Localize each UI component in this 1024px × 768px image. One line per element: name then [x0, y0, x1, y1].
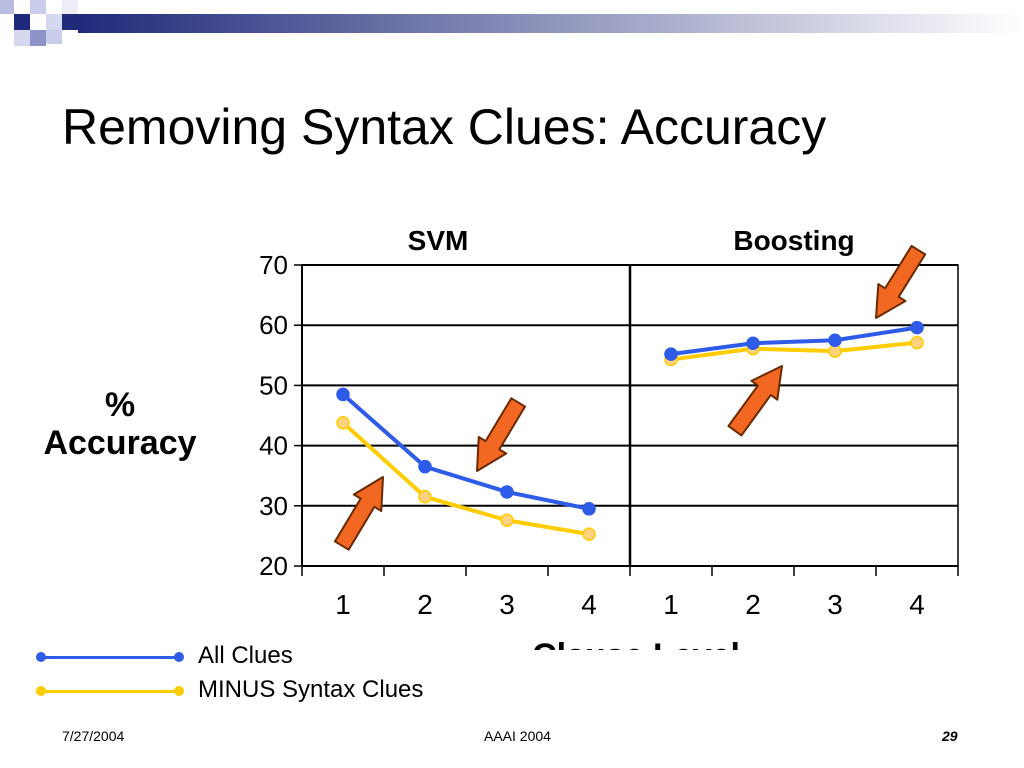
footer-date: 7/27/2004 — [62, 728, 125, 744]
data-point-all-clues — [418, 459, 432, 474]
orange-arrow-shape — [476, 397, 527, 472]
data-point-all-clues — [664, 347, 678, 361]
data-point-all-clues — [336, 387, 350, 402]
deco-square — [14, 30, 30, 46]
legend-swatch-minus-syntax — [36, 686, 184, 696]
x-tick-label: 3 — [499, 589, 515, 620]
deco-square — [30, 30, 46, 46]
x-tick-label: 2 — [417, 589, 433, 620]
y-tick-label: 20 — [259, 551, 288, 581]
data-point-all-clues — [828, 333, 842, 347]
x-tick-label: 4 — [581, 589, 597, 620]
orange-arrow — [875, 244, 927, 319]
data-point-all-clues — [910, 320, 924, 335]
annotation-arrows — [333, 244, 927, 551]
data-point-all-clues — [582, 502, 596, 516]
slide-title: Removing Syntax Clues: Accuracy — [62, 99, 827, 155]
legend-item-all-clues: All Clues — [30, 642, 490, 672]
orange-arrow — [727, 365, 783, 437]
x-axis-label: Clause Level — [532, 637, 740, 650]
data-point-minus-syntax — [500, 513, 514, 527]
series-line-minus-syntax — [341, 421, 590, 537]
slide-decoration — [0, 0, 1024, 46]
deco-square — [14, 14, 30, 30]
x-tick-label: 4 — [909, 589, 925, 620]
deco-square — [46, 30, 62, 44]
footer-page-number: 29 — [942, 728, 958, 744]
data-point-all-clues — [500, 485, 514, 499]
orange-arrow — [333, 476, 384, 551]
y-axis-label: % Accuracy — [20, 386, 220, 462]
y-tick-label: 40 — [259, 431, 288, 461]
deco-square — [62, 14, 78, 30]
data-point-all-clues — [746, 336, 760, 351]
y-axis-label-line: Accuracy — [43, 424, 197, 463]
legend-swatch-all-clues — [36, 652, 184, 662]
x-tick-label: 1 — [335, 589, 351, 620]
deco-square — [46, 14, 62, 30]
data-point-minus-syntax — [418, 490, 432, 504]
axes — [294, 264, 959, 576]
series-line-all-clues — [670, 325, 918, 357]
orange-arrow-shape — [875, 244, 927, 319]
x-tick-label: 3 — [827, 589, 843, 620]
legend-label-all-clues: All Clues — [198, 642, 293, 669]
y-tick-label: 60 — [259, 310, 288, 340]
x-tick-label: 1 — [663, 589, 679, 620]
footer-event: AAAI 2004 — [484, 728, 551, 744]
y-tick-label: 30 — [259, 491, 288, 521]
chart-labels: 20 30 40 50 60 70 1 2 3 4 SVM 1 2 3 4 Boosting Clause Le… — [259, 225, 925, 650]
orange-arrow-shape — [333, 476, 384, 551]
panel-title: Boosting — [733, 225, 854, 256]
legend-item-minus-syntax: MINUS Syntax Clues — [30, 676, 490, 706]
y-axis-label-line: % — [104, 386, 136, 424]
orange-arrow — [476, 397, 527, 472]
data-point-minus-syntax — [336, 415, 350, 430]
header-gradient-band — [78, 14, 1024, 33]
orange-arrow-shape — [727, 365, 783, 437]
series-lines — [336, 320, 924, 541]
x-tick-label: 2 — [745, 589, 761, 620]
deco-square — [30, 0, 46, 14]
data-point-minus-syntax — [582, 527, 596, 541]
y-tick-label: 50 — [259, 370, 288, 400]
deco-square — [0, 0, 14, 14]
accuracy-line-chart: 20 30 40 50 60 70 1 2 3 4 SVM 1 2 3 4 Boosting Clause Le… — [259, 225, 959, 650]
panel-title: SVM — [408, 225, 469, 256]
series-line-minus-syntax — [670, 340, 918, 362]
deco-square — [62, 0, 78, 14]
series-line-all-clues — [341, 392, 590, 511]
y-tick-label: 70 — [259, 250, 288, 280]
data-point-minus-syntax — [910, 335, 924, 350]
legend-label-minus-syntax: MINUS Syntax Clues — [198, 676, 424, 703]
